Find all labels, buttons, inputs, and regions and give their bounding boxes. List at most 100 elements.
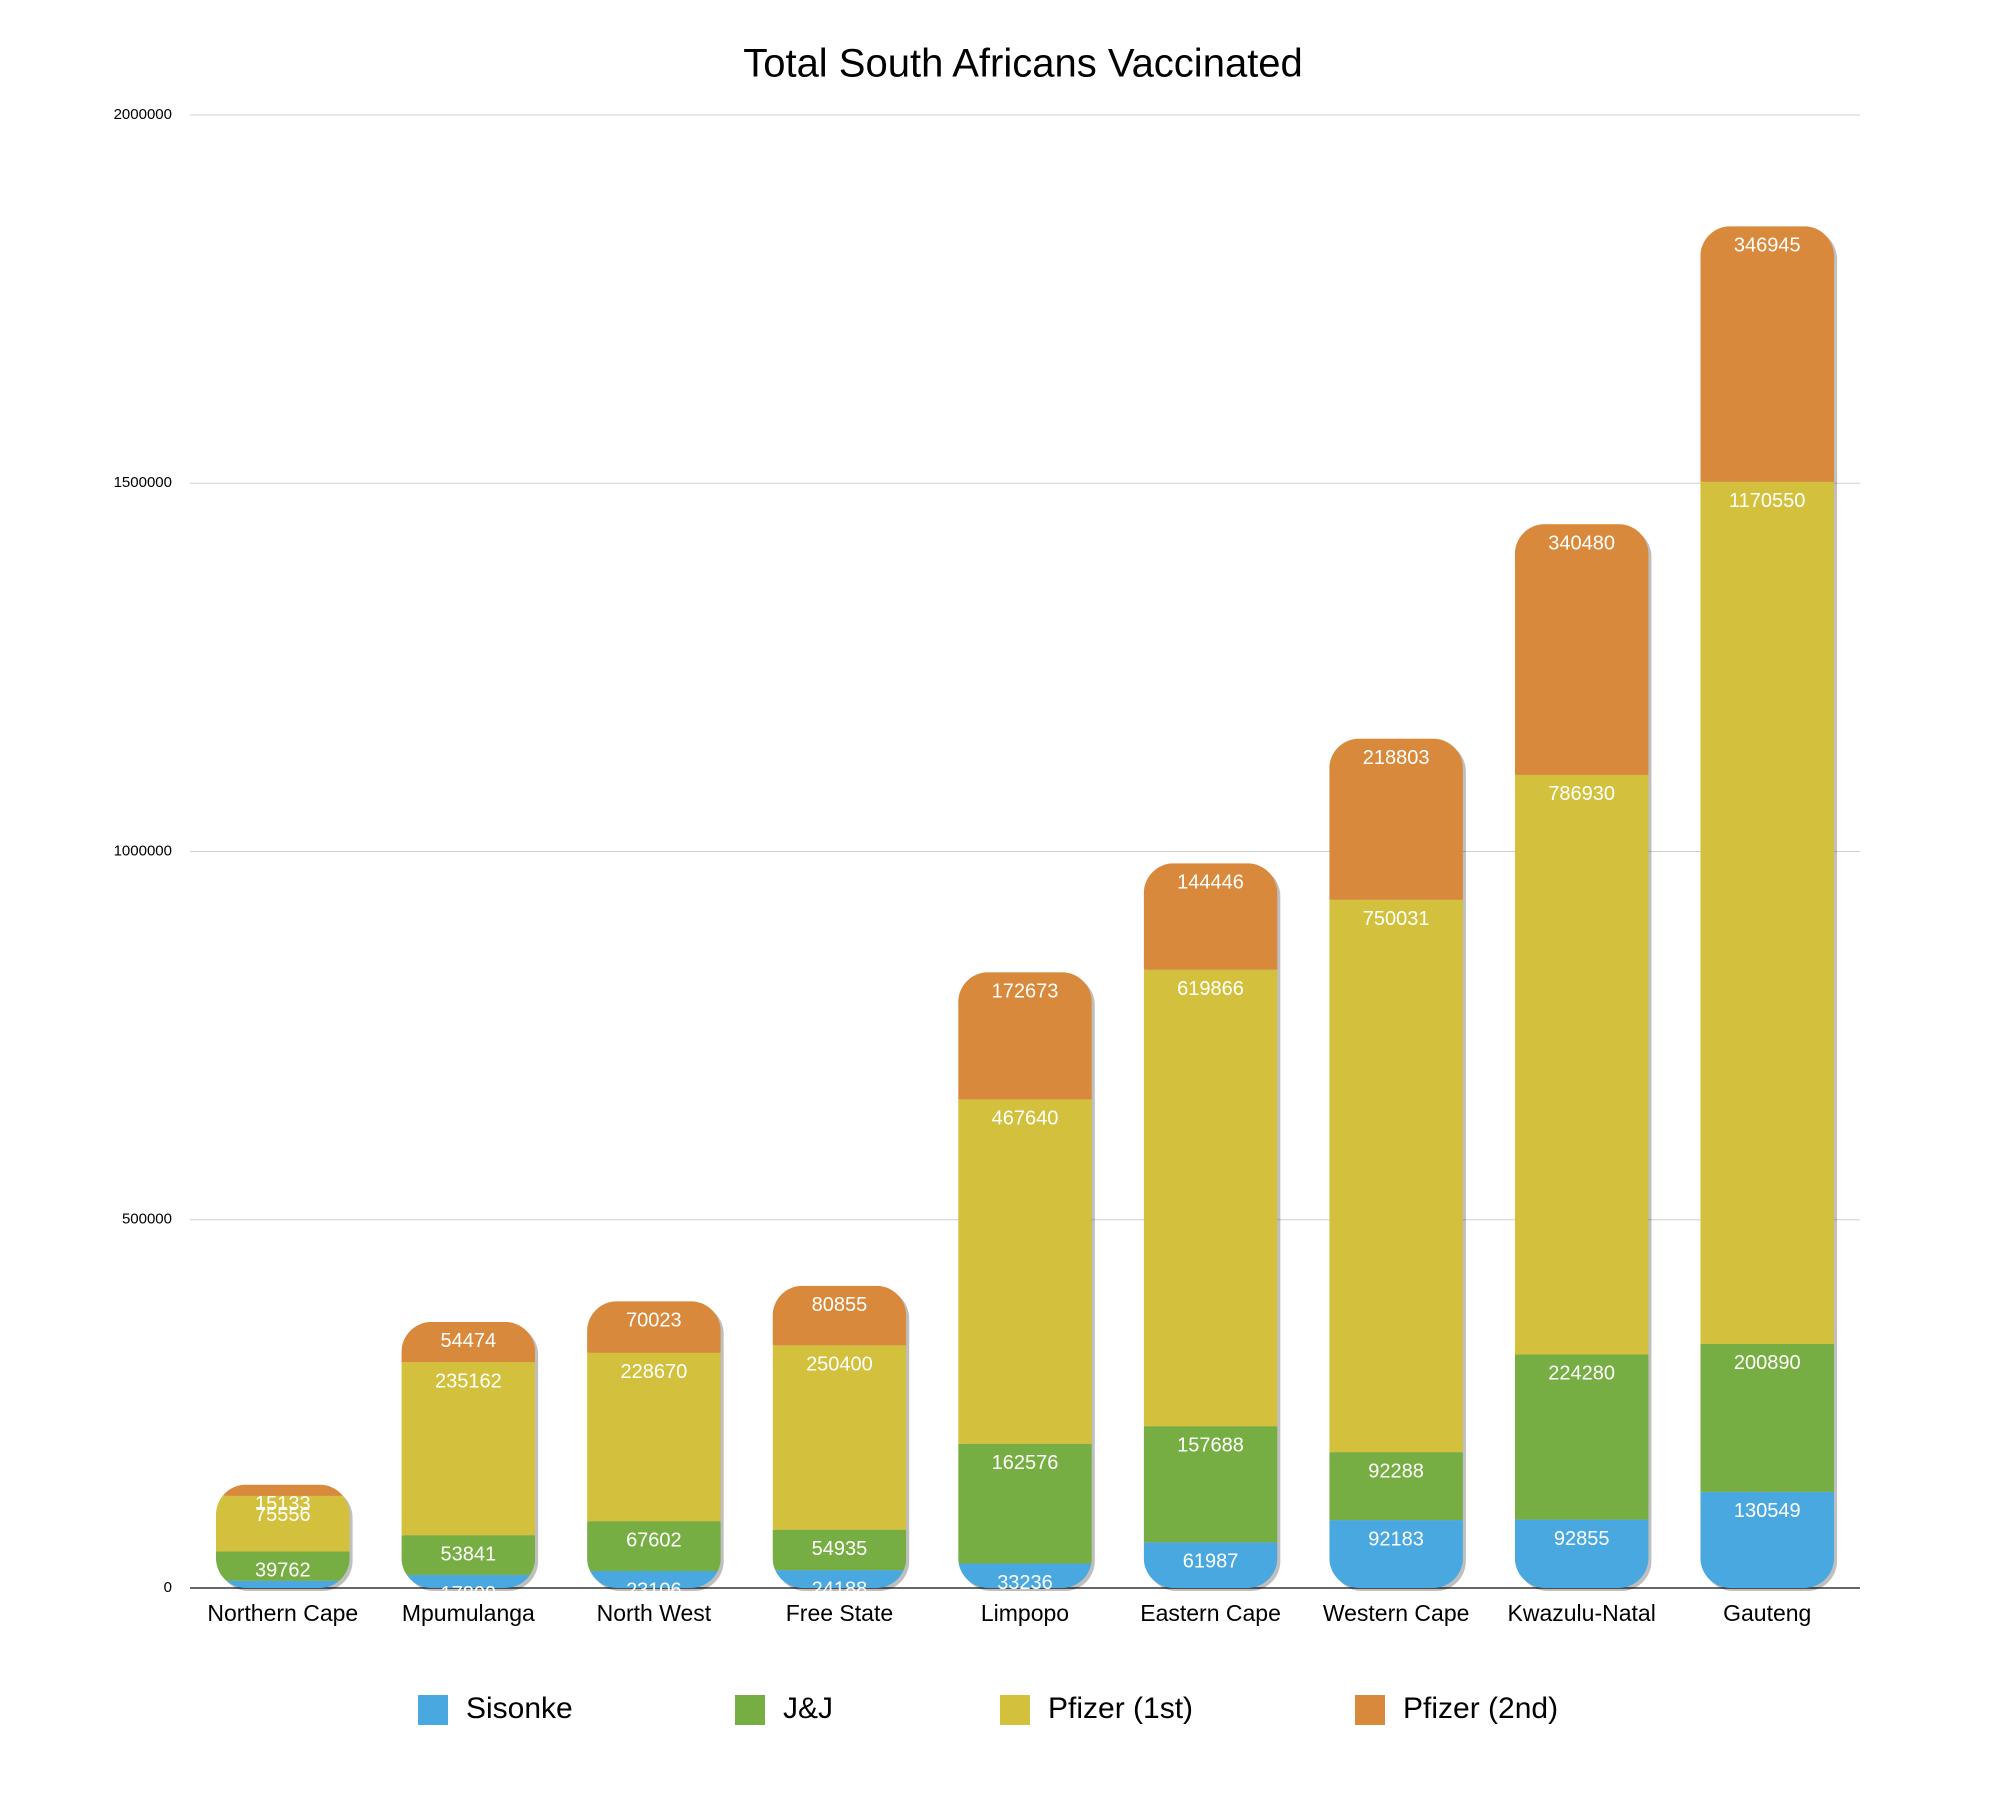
value-label: 1170550 [1729, 490, 1805, 512]
value-label: 75556 [255, 1504, 311, 1526]
bar-segment [772, 1529, 907, 1571]
bar-segment [772, 1345, 907, 1530]
value-label: 24188 [812, 1578, 868, 1600]
bar-segment [772, 1285, 907, 1346]
value-label: 172673 [992, 980, 1059, 1002]
bar-stack [1143, 863, 1278, 1588]
bar-segment [587, 1352, 721, 1522]
y-tick-label: 1500000 [114, 474, 172, 491]
x-tick-label: Gauteng [1723, 1600, 1811, 1626]
value-label: 54474 [441, 1330, 497, 1352]
value-label: 54935 [812, 1538, 868, 1560]
value-label: 218803 [1363, 747, 1430, 769]
bar-stack [215, 1484, 350, 1588]
value-label: 92288 [1368, 1460, 1424, 1482]
y-tick-label: 1000000 [114, 842, 172, 859]
bar-segment [1700, 1491, 1835, 1588]
bar-segment [401, 1574, 536, 1588]
y-tick-label: 0 [164, 1579, 172, 1596]
x-tick-label: Kwazulu-Natal [1508, 1600, 1656, 1626]
value-label: 224280 [1548, 1363, 1615, 1385]
bar-segment [1143, 863, 1278, 970]
bar-segment [1700, 481, 1835, 1344]
value-label: 467640 [992, 1108, 1059, 1130]
legend-label: Pfizer (1st) [1048, 1692, 1193, 1725]
legend-swatch [1000, 1695, 1030, 1725]
value-label: 130549 [1734, 1500, 1801, 1522]
bar-segment [587, 1521, 721, 1571]
x-tick-label: North West [597, 1600, 712, 1626]
bar-stack [958, 972, 1092, 1588]
value-label: 61987 [1183, 1551, 1239, 1573]
y-tick-label: 2000000 [114, 106, 172, 123]
legend-swatch [1355, 1695, 1385, 1725]
bar-segment [1329, 738, 1463, 900]
value-label: 235162 [435, 1370, 502, 1392]
value-label: 228670 [621, 1361, 688, 1383]
value-label: 619866 [1177, 978, 1244, 1000]
bar-segment [1329, 1520, 1463, 1588]
bar-stack [401, 1321, 536, 1588]
value-label: 92183 [1368, 1528, 1424, 1550]
value-label: 17809 [441, 1583, 497, 1605]
value-label: 92855 [1554, 1528, 1610, 1550]
value-label: 340480 [1548, 532, 1615, 554]
value-label: 144446 [1177, 872, 1244, 894]
value-label: 157688 [1177, 1434, 1244, 1456]
bar-segment [401, 1362, 536, 1536]
bar-segment [587, 1301, 721, 1353]
bar-stack [772, 1285, 907, 1588]
chart-title: Total South Africans Vaccinated [743, 42, 1303, 86]
bar-segment [958, 1443, 1092, 1564]
bar-segment [215, 1484, 350, 1496]
bar-segment [958, 972, 1092, 1100]
bar-segment [1143, 969, 1278, 1427]
legend-label: Sisonke [466, 1692, 573, 1725]
x-tick-label: Northern Cape [207, 1600, 358, 1626]
value-label: 750031 [1363, 908, 1430, 930]
value-label: 39762 [255, 1560, 311, 1582]
bar-segment [1700, 1343, 1835, 1492]
x-tick-label: Limpopo [981, 1600, 1069, 1626]
bar-stack [1514, 524, 1649, 1588]
bar-segment [1514, 1519, 1649, 1588]
bar-segment [587, 1570, 721, 1588]
bar-segment [1700, 226, 1835, 482]
bar-segment [772, 1570, 907, 1588]
value-label: 786930 [1548, 783, 1615, 805]
bar-segment [1514, 1354, 1649, 1520]
value-label: 33236 [997, 1572, 1053, 1594]
value-label: 250400 [806, 1354, 873, 1376]
bar-stack [587, 1301, 721, 1588]
bar-segment [215, 1580, 350, 1588]
bar-segment [958, 1563, 1092, 1588]
value-label: 67602 [626, 1529, 682, 1551]
legend-label: J&J [783, 1692, 833, 1725]
legend-label: Pfizer (2nd) [1403, 1692, 1558, 1725]
bar-stack [1329, 738, 1463, 1588]
bar-segment [215, 1495, 350, 1552]
bar-segment [1143, 1542, 1278, 1588]
x-tick-label: Western Cape [1323, 1600, 1470, 1626]
value-label: 9848 [261, 1589, 306, 1611]
bar-segment [215, 1551, 350, 1581]
value-label: 346945 [1734, 235, 1801, 257]
value-label: 15133 [255, 1493, 311, 1515]
bar-stack [1700, 226, 1835, 1588]
bar-segment [401, 1535, 536, 1575]
legend-swatch [735, 1695, 765, 1725]
legend-swatch [418, 1695, 448, 1725]
bar-segment [958, 1099, 1092, 1444]
bar-segment [401, 1321, 536, 1363]
x-tick-label: Mpumulanga [402, 1600, 535, 1626]
value-label: 23106 [626, 1579, 682, 1601]
x-tick-label: Eastern Cape [1140, 1600, 1281, 1626]
x-tick-label: Free State [786, 1600, 893, 1626]
value-label: 53841 [441, 1544, 497, 1566]
y-tick-label: 500000 [122, 1211, 172, 1228]
value-label: 70023 [626, 1309, 682, 1331]
value-label: 200890 [1734, 1352, 1801, 1374]
value-label: 162576 [992, 1452, 1059, 1474]
value-label: 80855 [812, 1294, 868, 1316]
